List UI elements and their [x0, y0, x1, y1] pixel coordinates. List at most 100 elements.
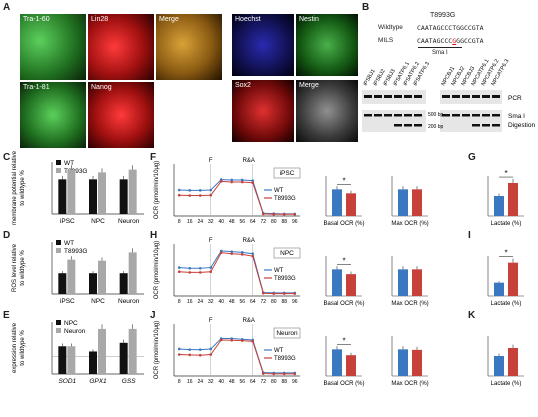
micrograph-label: Sox2 — [235, 82, 251, 89]
x-tick-label: 72 — [260, 299, 266, 305]
data-point — [282, 292, 286, 295]
y-axis-label-2: to wildtype % — [20, 250, 26, 286]
digest-gel-npc — [440, 110, 502, 132]
digest-band — [442, 114, 450, 117]
bar — [67, 169, 76, 214]
x-axis-label: Lactate (%) — [491, 221, 522, 227]
wildtype-label: Wildtype — [378, 24, 403, 31]
micrograph-sox2: Sox2 — [232, 80, 294, 142]
bar — [98, 172, 106, 214]
digest-band — [414, 124, 422, 127]
cell-type-tag-box — [273, 327, 301, 339]
significance-star: * — [342, 177, 345, 186]
panel-letter-g: G — [468, 152, 476, 163]
micrograph-label: Nestin — [299, 16, 319, 23]
bar — [346, 193, 356, 216]
data-point — [188, 348, 192, 351]
data-point — [177, 347, 181, 351]
category-label: Neuron — [118, 218, 140, 225]
x-tick-label: 80 — [271, 299, 277, 305]
data-point — [240, 180, 244, 184]
data-point — [261, 372, 265, 375]
data-point — [293, 292, 297, 295]
bar — [412, 269, 422, 296]
legend-label: T8993G — [64, 168, 88, 175]
significance-star: * — [342, 337, 345, 346]
sma-site-underline — [418, 47, 462, 48]
bar — [98, 328, 106, 374]
pcr-band — [462, 95, 470, 98]
micrograph-label: Nanog — [91, 84, 112, 91]
bar — [494, 282, 504, 296]
x-tick-label: 8 — [178, 379, 181, 385]
ra-injection-label: R&A — [243, 158, 255, 164]
data-point — [251, 181, 255, 185]
x-axis-label: Max OCR (%) — [391, 301, 428, 307]
mils-seq-pre: CAATAGCCC — [417, 37, 453, 45]
bar — [494, 196, 504, 216]
category-label: iPSC — [60, 218, 75, 225]
bar — [98, 260, 106, 294]
data-point — [198, 353, 202, 357]
x-tick-label: 88 — [281, 299, 287, 305]
micrograph-label: Tra-1-60 — [23, 16, 50, 23]
legend-swatch — [56, 160, 61, 165]
panel-letter-i: I — [468, 230, 471, 241]
mils-seq-mutation: G — [452, 37, 457, 45]
legend-swatch — [56, 320, 61, 325]
x-tick-label: 72 — [260, 379, 266, 385]
pcr-band — [442, 95, 450, 98]
bar — [67, 346, 76, 374]
gel-figure: iPSBJ1iPSBJ2iPSBJ3iPSATP6.1iPSATP6.2iPSA… — [362, 58, 535, 132]
category-label: NPC — [91, 218, 105, 225]
data-point — [177, 188, 181, 192]
data-point — [209, 188, 213, 192]
data-point — [209, 266, 213, 269]
digest-label-1: Sma I — [508, 113, 525, 120]
mils-sequence: CAATAGCCCGGGCCGTA — [417, 37, 484, 45]
micrograph-tra-1-81: Tra-1-81 — [20, 82, 86, 148]
x-tick-label: 56 — [239, 299, 245, 305]
bar — [89, 273, 97, 294]
significance-star: * — [342, 257, 345, 266]
x-tick-label: 64 — [250, 219, 256, 225]
ocr-charts: OCR (pmol/min/10μg) F R&A iPSC 8 16 24 32 40 48 56… — [154, 158, 524, 387]
bar — [332, 189, 342, 216]
y-axis-label: expression relative — [12, 322, 18, 373]
bar — [58, 346, 67, 374]
bar — [508, 348, 518, 376]
pcr-band — [452, 95, 460, 98]
data-point — [188, 194, 192, 197]
digest-band — [364, 114, 372, 117]
data-point — [230, 252, 234, 256]
y-axis-label: OCR (pmol/min/10μg) — [154, 161, 160, 219]
data-point — [198, 348, 202, 351]
panel-letter-e: E — [3, 310, 10, 321]
digest-band — [394, 114, 402, 117]
bar — [58, 179, 67, 214]
sma-site-label: Sma I — [432, 50, 448, 56]
data-point — [272, 292, 276, 295]
micrograph-nanog: Nanog — [88, 82, 154, 148]
data-point — [261, 212, 265, 216]
x-tick-label: 88 — [281, 219, 287, 225]
panel-letter-c: C — [3, 152, 11, 163]
series-line — [179, 250, 295, 294]
data-point — [272, 212, 276, 216]
f-injection-label: F — [209, 318, 213, 324]
digest-band — [394, 124, 402, 127]
pcr-band — [374, 95, 382, 98]
micrograph-lin28: Lin28 — [88, 14, 154, 80]
legend-label: WT — [274, 268, 284, 274]
legend-label: WT — [64, 160, 74, 167]
bar — [508, 262, 518, 296]
pcr-gel-npc — [440, 90, 502, 104]
x-tick-label: 16 — [187, 379, 193, 385]
x-tick-label: 48 — [229, 299, 235, 305]
data-point — [261, 291, 265, 295]
x-tick-label: 40 — [218, 299, 224, 305]
bar — [332, 269, 342, 296]
data-point — [230, 338, 234, 342]
series-line — [179, 339, 295, 375]
x-tick-label: 56 — [239, 219, 245, 225]
